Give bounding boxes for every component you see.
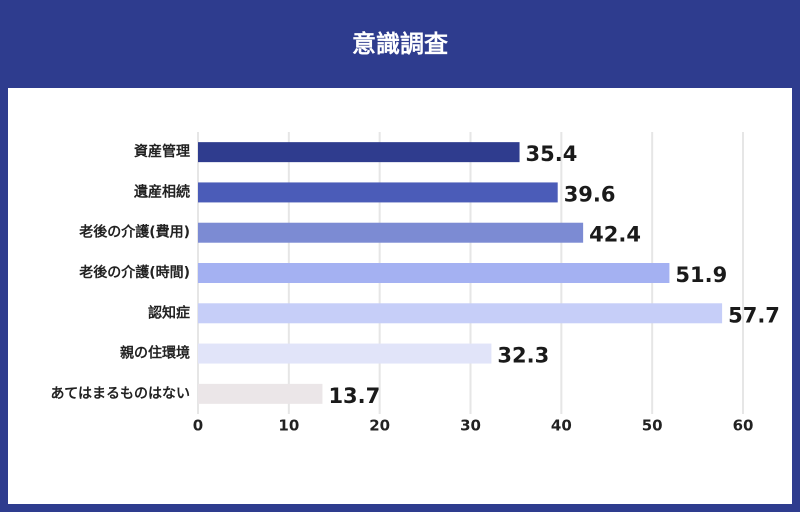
- bar: [198, 142, 520, 163]
- bar: [198, 222, 584, 243]
- x-tick-label: 60: [733, 417, 754, 435]
- value-label: 32.3: [497, 344, 549, 368]
- value-label: 35.4: [526, 142, 578, 166]
- y-tick-label: 老後の介護(費用): [79, 224, 190, 241]
- value-label: 57.7: [728, 303, 780, 327]
- value-label: 51.9: [675, 263, 727, 287]
- bar: [198, 383, 323, 404]
- y-tick-label: 親の住環境: [120, 345, 190, 362]
- y-tick-label: 遺産相続: [134, 183, 190, 200]
- x-tick-label: 10: [278, 417, 299, 435]
- bar: [198, 263, 670, 283]
- bar: [198, 343, 492, 364]
- chart-title: 意識調査: [352, 30, 448, 58]
- bar: [198, 303, 723, 324]
- x-tick-label: 0: [193, 417, 203, 435]
- x-tick-label: 20: [369, 417, 390, 435]
- value-label: 39.6: [564, 182, 616, 206]
- y-tick-label: 認知症: [148, 304, 190, 321]
- y-tick-label: 老後の介護(時間): [79, 264, 190, 281]
- y-tick-label: あてはまるものはない: [51, 386, 190, 402]
- bar: [198, 182, 558, 203]
- x-tick-label: 40: [551, 417, 572, 435]
- y-tick-label: 資産管理: [134, 143, 190, 160]
- x-tick-label: 50: [642, 417, 663, 435]
- value-label: 13.7: [328, 384, 380, 408]
- x-tick-label: 30: [460, 417, 481, 435]
- value-label: 42.4: [589, 223, 641, 247]
